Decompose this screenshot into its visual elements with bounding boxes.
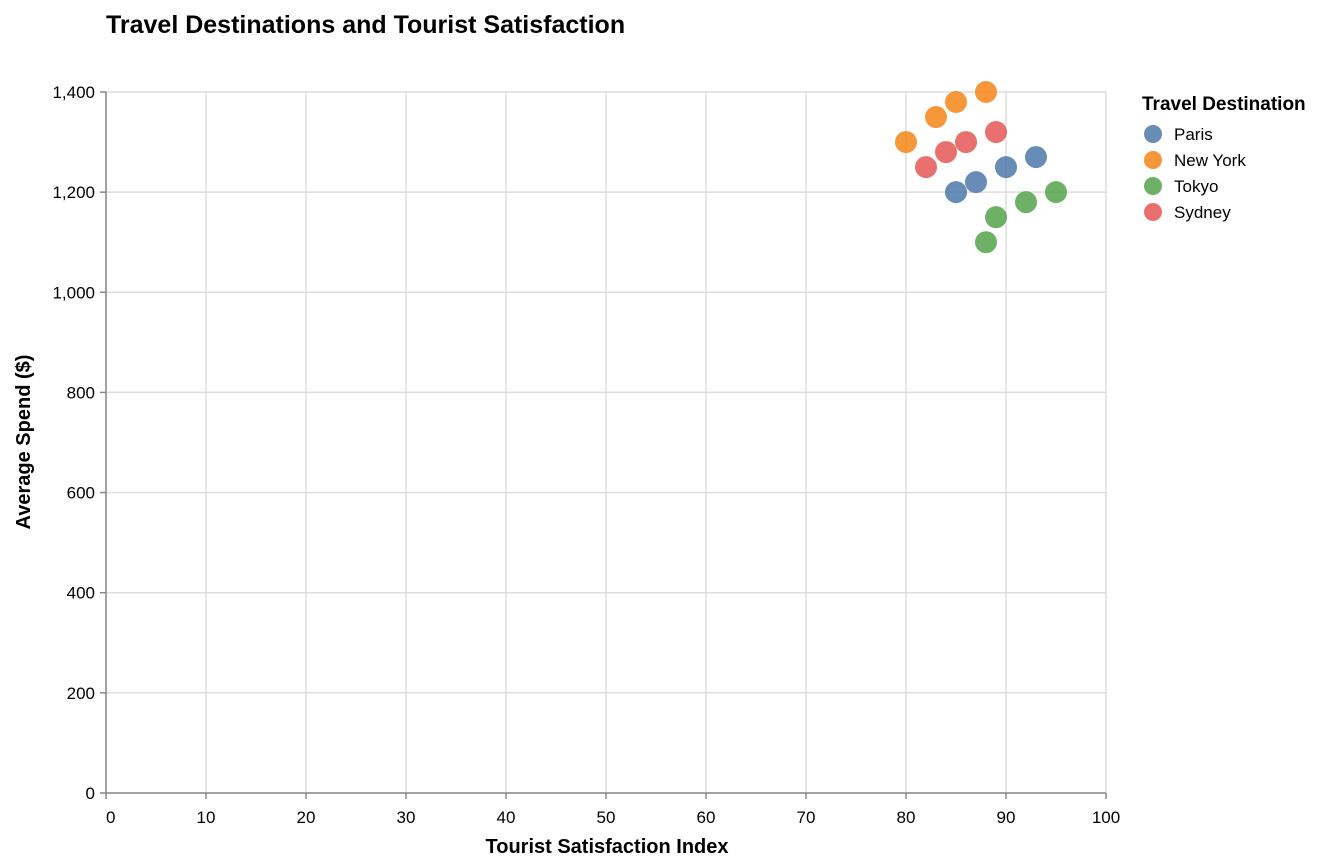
data-point-tokyo — [975, 231, 997, 254]
data-point-sydney — [985, 121, 1007, 144]
y-tick-label: 1,200 — [52, 183, 95, 202]
legend-symbol-new-york — [1144, 151, 1162, 169]
data-point-sydney — [915, 156, 937, 179]
y-axis-title: Average Spend ($) — [13, 355, 35, 530]
data-point-new-york — [975, 81, 997, 103]
legend-title: Travel Destination — [1142, 94, 1306, 115]
legend-label: Sydney — [1174, 203, 1231, 222]
legend-symbol-sydney — [1144, 203, 1162, 221]
data-point-tokyo — [985, 206, 1007, 229]
x-tick-label: 40 — [497, 808, 516, 827]
data-point-paris — [995, 156, 1017, 179]
axes: 0 10 20 30 40 50 60 70 80 90 100 0 200 400 600 800 1,000… — [52, 83, 1120, 827]
x-tick-label: 30 — [397, 808, 416, 827]
x-tick-label: 0 — [106, 808, 115, 827]
legend: Travel Destination Paris New York Tokyo Syd… — [1142, 94, 1306, 222]
data-point-new-york — [895, 131, 917, 154]
y-tick-label: 600 — [67, 484, 95, 503]
x-tick-label: 10 — [197, 808, 216, 827]
legend-symbol-tokyo — [1144, 177, 1162, 195]
chart-title: Travel Destinations and Tourist Satisfac… — [106, 11, 625, 39]
data-point-sydney — [935, 141, 957, 164]
x-axis-title: Tourist Satisfaction Index — [486, 836, 729, 858]
x-tick-label: 60 — [697, 808, 716, 827]
y-tick-label: 1,400 — [52, 83, 95, 102]
y-tick-label: 400 — [67, 584, 95, 603]
data-point-tokyo — [1045, 181, 1067, 204]
legend-label: New York — [1174, 151, 1246, 170]
y-tick-label: 1,000 — [52, 283, 95, 302]
data-point-paris — [1025, 146, 1047, 169]
x-tick-label: 90 — [997, 808, 1016, 827]
data-point-paris — [965, 171, 987, 194]
data-point-paris — [945, 181, 967, 204]
y-tick-label: 200 — [67, 684, 95, 703]
x-tick-label: 50 — [597, 808, 616, 827]
x-tick-label: 20 — [297, 808, 316, 827]
data-point-new-york — [945, 91, 967, 114]
data-points — [895, 81, 1067, 254]
data-point-tokyo — [1015, 191, 1037, 214]
y-tick-label: 0 — [86, 784, 95, 803]
legend-label: Paris — [1174, 125, 1213, 144]
data-point-sydney — [955, 131, 977, 154]
x-tick-label: 80 — [897, 808, 916, 827]
x-tick-label: 100 — [1092, 808, 1120, 827]
legend-label: Tokyo — [1174, 177, 1218, 196]
x-tick-label: 70 — [797, 808, 816, 827]
data-point-new-york — [925, 106, 947, 129]
y-tick-label: 800 — [67, 383, 95, 402]
legend-symbol-paris — [1144, 125, 1162, 143]
